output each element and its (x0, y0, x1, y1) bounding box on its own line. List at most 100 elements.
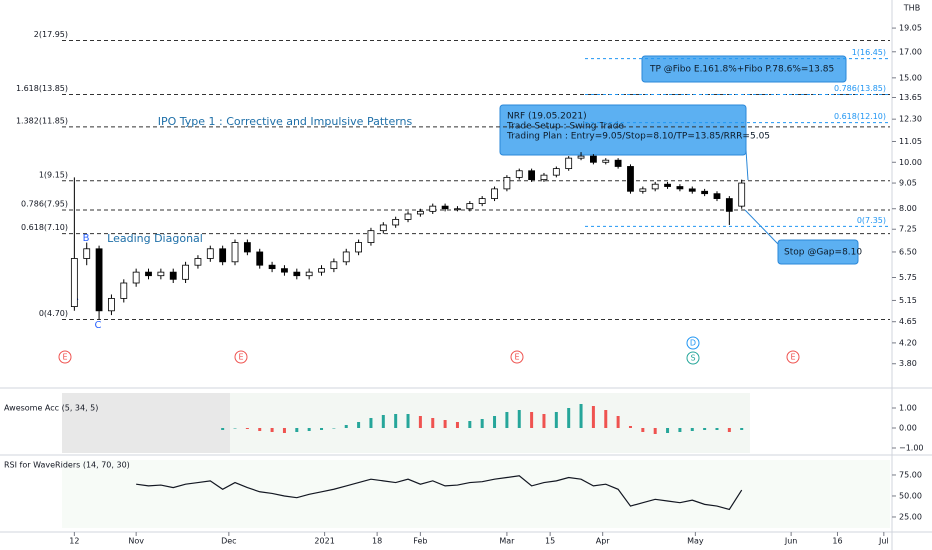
wave-label: B (83, 233, 90, 244)
ao-bar (282, 428, 286, 433)
event-circle (58, 350, 72, 364)
ao-bar (320, 428, 324, 430)
y-tick-label: 17.00 (899, 47, 922, 56)
y-tick-label: 7.25 (899, 225, 917, 234)
x-tick-label: Nov (128, 537, 144, 546)
candle-body (169, 271, 177, 280)
currency-label: THB (903, 4, 920, 13)
ao-bar (505, 412, 509, 428)
candle-body (713, 193, 721, 199)
candle-body (108, 298, 115, 312)
candle-body (305, 271, 313, 277)
ao-bar (369, 418, 373, 428)
ao-bar (554, 412, 558, 428)
candle-body (355, 242, 362, 253)
candle-body (145, 271, 152, 277)
candle-body (182, 264, 189, 280)
candle-body (132, 271, 140, 284)
candle-body (627, 166, 634, 192)
candle-body (206, 248, 214, 259)
ao-bar (567, 408, 571, 428)
candle-body (120, 282, 128, 299)
candle-body (157, 271, 165, 277)
ao-background (230, 393, 750, 453)
candle-body (528, 170, 536, 181)
event-circle (786, 350, 800, 364)
event-circle (234, 350, 248, 364)
candle-body (454, 208, 461, 211)
ao-bar (381, 415, 385, 428)
callout-box (499, 104, 747, 156)
candle-body (639, 188, 647, 192)
candle-body (342, 251, 350, 263)
y-tick-label: 25.00 (899, 512, 922, 521)
y-tick-label: 6.50 (899, 247, 917, 256)
fib-label: 1.382(11.85) (16, 116, 68, 125)
candle-body (738, 182, 746, 207)
rsi-background (62, 460, 890, 528)
x-tick-label: Mar (499, 537, 515, 546)
candle-body (503, 176, 511, 190)
callout-pointer (744, 209, 779, 245)
panel-title: Awesome Acc (5, 34, 5) (4, 404, 98, 413)
candle-body (367, 230, 375, 243)
chart-title: IPO Type 1 : Corrective and Impulsive Pa… (158, 115, 413, 128)
fib-label-secondary: 0(7.35) (857, 216, 886, 225)
ao-bar (418, 416, 422, 428)
callout-plan: Trading Plan : Entry=9.05/Stop=8.10/TP=1… (506, 132, 770, 142)
candle-body (70, 258, 78, 307)
candle-body (441, 205, 449, 210)
event-circle (510, 350, 524, 364)
candle-body (614, 159, 622, 167)
ao-bar (604, 410, 608, 428)
x-tick-label: 15 (545, 537, 555, 546)
candle-body (293, 271, 301, 277)
ao-bar (715, 428, 719, 430)
y-tick-label: 13.65 (899, 93, 922, 102)
ao-bar (703, 428, 707, 430)
fib-label-secondary: 1(16.45) (852, 48, 886, 57)
candle-body (243, 242, 251, 253)
ao-bar (678, 428, 682, 432)
ao-bar (394, 414, 398, 428)
x-tick-label: Dec (221, 537, 236, 546)
candle-body (651, 183, 659, 190)
candle-body (219, 248, 227, 263)
y-tick-label: 75.00 (899, 470, 922, 479)
fib-label: 2(17.95) (34, 30, 68, 39)
candle-body (540, 174, 548, 181)
callout-pointer (745, 149, 749, 181)
candle-body (256, 251, 264, 266)
candle-body (281, 268, 288, 273)
fib-label: 1.618(13.85) (16, 84, 68, 93)
y-tick-label: 1.00 (899, 404, 917, 413)
y-tick-label: 8.00 (899, 204, 917, 213)
ao-bar (641, 428, 645, 432)
candle-body (725, 198, 733, 212)
y-tick-label: 3.80 (899, 359, 917, 368)
candle-body (701, 190, 709, 195)
candle-body (268, 264, 276, 270)
ao-bar (233, 428, 237, 429)
ao-bar (591, 406, 595, 428)
candle-body (515, 170, 523, 178)
x-tick-label: 12 (69, 537, 79, 546)
ao-bar (443, 420, 447, 428)
ao-bar (221, 428, 225, 430)
ao-bar (245, 428, 249, 429)
candle-body (231, 242, 239, 263)
ao-bar (357, 422, 361, 428)
ao-bar (530, 412, 534, 428)
candle-body (577, 155, 585, 159)
fib-label: 0(4.70) (39, 309, 68, 318)
candle-body (194, 258, 202, 266)
ao-bar (493, 416, 497, 428)
callout-tp: TP @Fibo E.161.8%+Fibo P.78.6%=13.85 (649, 65, 834, 75)
ao-bar (258, 428, 262, 431)
ao-bar (616, 416, 620, 428)
ao-bar (740, 428, 744, 430)
candle-body (95, 248, 103, 312)
candle-body (379, 224, 387, 232)
y-tick-label: 50.00 (899, 491, 922, 500)
x-tick-label: 18 (372, 537, 382, 546)
